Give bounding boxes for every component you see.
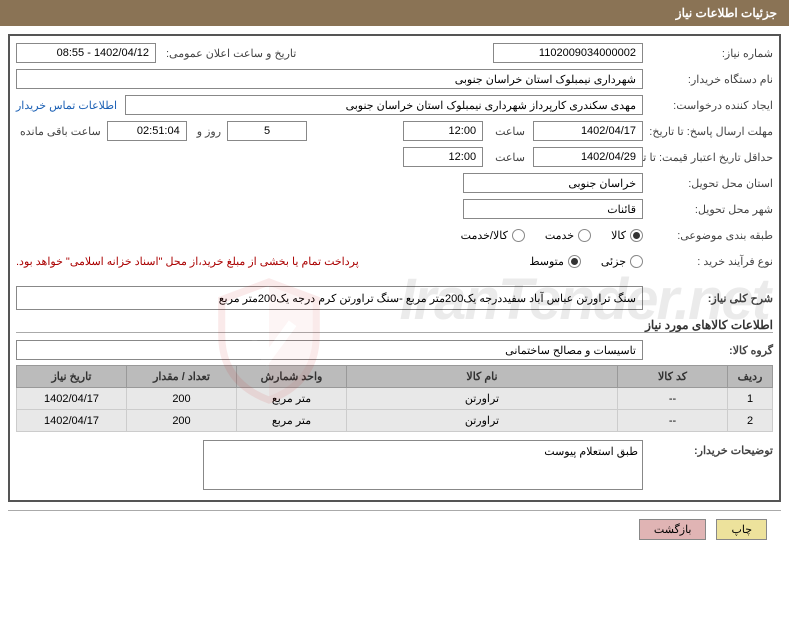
response-date-field: 1402/04/17 (533, 121, 643, 141)
page-header: جزئیات اطلاعات نیاز (0, 0, 789, 26)
cell-code: -- (618, 388, 728, 410)
buyer-notes-label: توضیحات خریدار: (643, 440, 773, 457)
cell-row: 1 (728, 388, 773, 410)
category-radio-group: کالا خدمت کالا/خدمت (461, 229, 643, 242)
requester-field: مهدی سکندری کارپرداز شهرداری نیمبلوک است… (125, 95, 643, 115)
row-delivery-province: استان محل تحویل: خراسان جنوبی (16, 172, 773, 194)
row-general-desc: شرح کلی نیاز: سنگ تراورتن عباس آباد سفید… (16, 286, 773, 310)
table-row: 2 -- تراورتن متر مربع 200 1402/04/17 (17, 410, 773, 432)
category-label: طبقه بندی موضوعی: (643, 229, 773, 242)
days-field: 5 (227, 121, 307, 141)
general-desc-field: سنگ تراورتن عباس آباد سفیددرجه یک200متر … (16, 286, 643, 310)
goods-group-label: گروه کالا: (643, 344, 773, 357)
radio-medium-label: متوسط (529, 255, 564, 268)
radio-goods-label: کالا (611, 229, 626, 242)
response-deadline-label: مهلت ارسال پاسخ: تا تاریخ: (643, 125, 773, 138)
cell-name: تراورتن (347, 388, 618, 410)
radio-partial-circle (630, 255, 643, 268)
row-response-deadline: مهلت ارسال پاسخ: تا تاریخ: 1402/04/17 سا… (16, 120, 773, 142)
response-time-field: 12:00 (403, 121, 483, 141)
th-qty: تعداد / مقدار (127, 366, 237, 388)
cell-code: -- (618, 410, 728, 432)
purchase-type-label: نوع فرآیند خرید : (643, 255, 773, 268)
buyer-org-field: شهرداری نیمبلوک استان خراسان جنوبی (16, 69, 643, 89)
time-label-1: ساعت (491, 125, 525, 138)
radio-service[interactable]: خدمت (545, 229, 591, 242)
cell-date: 1402/04/17 (17, 388, 127, 410)
delivery-province-label: استان محل تحویل: (643, 177, 773, 190)
radio-medium-circle (568, 255, 581, 268)
delivery-province-field: خراسان جنوبی (463, 173, 643, 193)
row-purchase-type: نوع فرآیند خرید : جزئی متوسط پرداخت تمام… (16, 250, 773, 272)
row-category: طبقه بندی موضوعی: کالا خدمت کالا/خدمت (16, 224, 773, 246)
cell-unit: متر مربع (237, 388, 347, 410)
button-row: چاپ بازگشت (8, 510, 781, 548)
main-panel: IranTender.net شماره نیاز: 1102009034000… (8, 34, 781, 502)
page-title: جزئیات اطلاعات نیاز (676, 6, 777, 20)
radio-service-label: خدمت (545, 229, 574, 242)
goods-group-field: تاسیسات و مصالح ساختمانی (16, 340, 643, 360)
time-label-2: ساعت (491, 151, 525, 164)
row-requester: ایجاد کننده درخواست: مهدی سکندری کارپردا… (16, 94, 773, 116)
cell-row: 2 (728, 410, 773, 432)
cell-date: 1402/04/17 (17, 410, 127, 432)
th-date: تاریخ نیاز (17, 366, 127, 388)
items-info-title: اطلاعات کالاهای مورد نیاز (16, 318, 773, 333)
cell-qty: 200 (127, 410, 237, 432)
th-code: کد کالا (618, 366, 728, 388)
table-header-row: ردیف کد کالا نام کالا واحد شمارش تعداد /… (17, 366, 773, 388)
th-unit: واحد شمارش (237, 366, 347, 388)
days-label: روز و (193, 125, 221, 138)
items-table: ردیف کد کالا نام کالا واحد شمارش تعداد /… (16, 365, 773, 432)
table-row: 1 -- تراورتن متر مربع 200 1402/04/17 (17, 388, 773, 410)
requester-label: ایجاد کننده درخواست: (643, 99, 773, 112)
announce-datetime-label: تاریخ و ساعت اعلان عمومی: (162, 47, 296, 60)
row-delivery-city: شهر محل تحویل: قائنات (16, 198, 773, 220)
radio-partial[interactable]: جزئی (601, 255, 643, 268)
th-name: نام کالا (347, 366, 618, 388)
general-desc-label: شرح کلی نیاز: (643, 292, 773, 305)
cell-qty: 200 (127, 388, 237, 410)
price-validity-date-field: 1402/04/29 (533, 147, 643, 167)
row-buyer-notes: توضیحات خریدار: طبق استعلام پیوست (16, 440, 773, 490)
cell-unit: متر مربع (237, 410, 347, 432)
back-button[interactable]: بازگشت (639, 519, 707, 540)
radio-service-circle (578, 229, 591, 242)
row-price-validity: حداقل تاریخ اعتبار قیمت: تا تاریخ: 1402/… (16, 146, 773, 168)
radio-goods-service-label: کالا/خدمت (461, 229, 508, 242)
radio-goods-service-circle (512, 229, 525, 242)
price-validity-label: حداقل تاریخ اعتبار قیمت: تا تاریخ: (643, 151, 773, 164)
announce-datetime-field: 1402/04/12 - 08:55 (16, 43, 156, 63)
purchase-radio-group: جزئی متوسط (529, 255, 643, 268)
delivery-city-label: شهر محل تحویل: (643, 203, 773, 216)
need-number-label: شماره نیاز: (643, 47, 773, 60)
radio-goods-service[interactable]: کالا/خدمت (461, 229, 525, 242)
radio-goods[interactable]: کالا (611, 229, 643, 242)
delivery-city-field: قائنات (463, 199, 643, 219)
payment-note: پرداخت تمام یا بخشی از مبلغ خرید،از محل … (16, 255, 359, 268)
countdown-field: 02:51:04 (107, 121, 187, 141)
buyer-org-label: نام دستگاه خریدار: (643, 73, 773, 86)
th-row: ردیف (728, 366, 773, 388)
remaining-label: ساعت باقی مانده (16, 125, 101, 138)
radio-partial-label: جزئی (601, 255, 626, 268)
contact-link[interactable]: اطلاعات تماس خریدار (16, 99, 117, 112)
row-need-number: شماره نیاز: 1102009034000002 تاریخ و ساع… (16, 42, 773, 64)
price-validity-time-field: 12:00 (403, 147, 483, 167)
row-goods-group: گروه کالا: تاسیسات و مصالح ساختمانی (16, 339, 773, 361)
need-number-field: 1102009034000002 (493, 43, 643, 63)
radio-goods-circle (630, 229, 643, 242)
row-buyer-org: نام دستگاه خریدار: شهرداری نیمبلوک استان… (16, 68, 773, 90)
cell-name: تراورتن (347, 410, 618, 432)
buyer-notes-field: طبق استعلام پیوست (203, 440, 643, 490)
radio-medium[interactable]: متوسط (529, 255, 581, 268)
print-button[interactable]: چاپ (716, 519, 767, 540)
